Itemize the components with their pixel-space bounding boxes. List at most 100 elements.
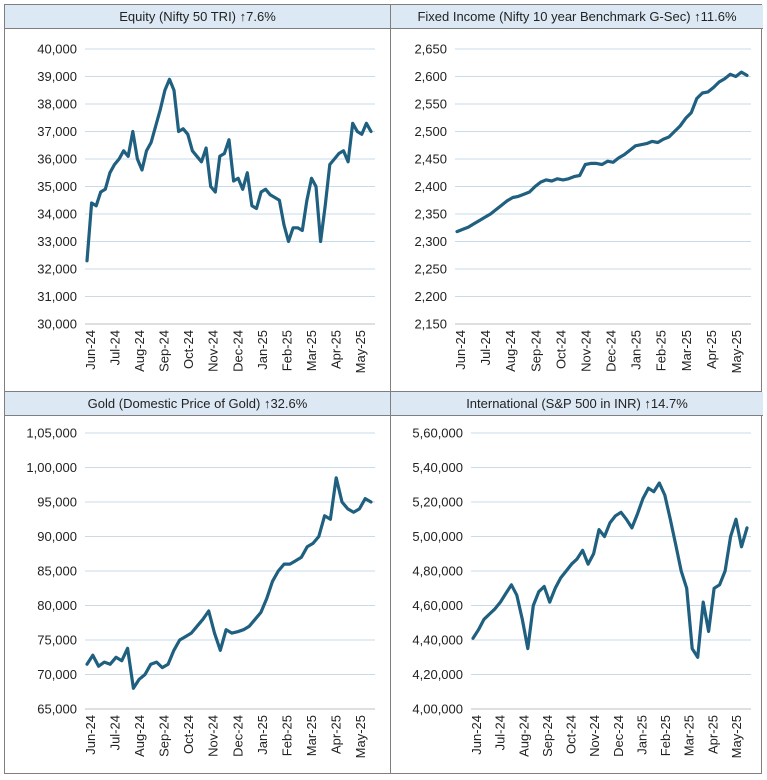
y-tick-label: 39,000: [37, 69, 77, 84]
y-tick-label: 2,450: [414, 152, 447, 167]
y-tick-label: 40,000: [37, 42, 77, 57]
x-tick-label: Jul-24: [478, 330, 493, 365]
x-tick-label: Oct-24: [553, 330, 568, 369]
series-line: [85, 77, 373, 263]
x-tick-label: May-25: [729, 330, 744, 373]
x-tick-label: May-25: [353, 715, 368, 758]
y-tick-label: 5,20,000: [412, 495, 463, 510]
y-tick-label: 34,000: [37, 207, 77, 222]
x-tick-label: Nov-24: [587, 715, 602, 757]
y-tick-label: 85,000: [37, 564, 77, 579]
x-tick-label: Nov-24: [206, 715, 221, 757]
series-line: [85, 476, 373, 690]
x-tick-label: Mar-25: [679, 330, 694, 371]
x-tick-label: Jan-25: [255, 330, 270, 370]
x-tick-label: Jul-24: [108, 330, 123, 365]
x-tick-label: Jul-24: [493, 715, 508, 750]
y-tick-label: 80,000: [37, 598, 77, 613]
x-tick-label: Sep-24: [157, 715, 172, 757]
y-tick-label: 2,300: [414, 234, 447, 249]
y-tick-label: 90,000: [37, 529, 77, 544]
international-chart-panel: International (S&P 500 in INR) ↑14.7% 4,…: [391, 392, 763, 775]
y-tick-label: 75,000: [37, 633, 77, 648]
y-tick-label: 36,000: [37, 152, 77, 167]
x-tick-label: Mar-25: [682, 715, 697, 756]
x-tick-label: Sep-24: [157, 330, 172, 372]
y-tick-label: 5,00,000: [412, 529, 463, 544]
y-tick-label: 95,000: [37, 495, 77, 510]
x-tick-label: Aug-24: [503, 330, 518, 372]
x-tick-label: Jun-24: [453, 330, 468, 370]
x-tick-label: Apr-25: [704, 330, 719, 369]
x-tick-label: Jan-25: [255, 715, 270, 755]
x-tick-label: Feb-25: [279, 715, 294, 756]
x-tick-label: Aug-24: [132, 330, 147, 372]
y-tick-label: 38,000: [37, 97, 77, 112]
x-tick-label: Oct-24: [181, 715, 196, 754]
x-tick-label: Jun-24: [83, 715, 98, 755]
y-tick-label: 2,150: [414, 317, 447, 332]
x-tick-label: Feb-25: [279, 330, 294, 371]
horizontal-divider: [5, 391, 761, 392]
equity-chart: 30,000 31,000 32,000 33,000 34,000 35,000 36,0…: [37, 42, 375, 373]
fixed-income-chart-panel: Fixed Income (Nifty 10 year Benchmark G-…: [391, 5, 763, 391]
y-tick-label: 70,000: [37, 667, 77, 682]
y-tick-label: 31,000: [37, 289, 77, 304]
x-tick-label: Dec-24: [611, 715, 626, 757]
international-chart-title: International (S&P 500 in INR) ↑14.7%: [391, 392, 763, 416]
x-tick-label: Nov-24: [578, 330, 593, 372]
x-tick-label: Oct-24: [181, 330, 196, 369]
x-tick-label: Sep-24: [528, 330, 543, 372]
y-tick-label: 32,000: [37, 262, 77, 277]
y-tick-label: 37,000: [37, 124, 77, 139]
equity-chart-title: Equity (Nifty 50 TRI) ↑7.6%: [5, 5, 390, 29]
y-tick-label: 1,05,000: [26, 426, 77, 441]
x-tick-label: Aug-24: [132, 715, 147, 757]
x-tick-label: Apr-25: [705, 715, 720, 754]
x-tick-label: Jul-24: [108, 715, 123, 750]
x-tick-label: Sep-24: [540, 715, 555, 757]
x-tick-label: Dec-24: [230, 330, 245, 372]
y-tick-label: 2,400: [414, 179, 447, 194]
equity-chart-panel: Equity (Nifty 50 TRI) ↑7.6% 30,000 31,000…: [5, 5, 390, 391]
x-tick-label: Feb-25: [654, 330, 669, 371]
x-tick-label: Feb-25: [658, 715, 673, 756]
y-tick-label: 4,00,000: [412, 702, 463, 717]
y-tick-label: 4,40,000: [412, 633, 463, 648]
series-line: [471, 481, 749, 659]
y-tick-label: 4,20,000: [412, 667, 463, 682]
y-tick-label: 2,550: [414, 97, 447, 112]
y-tick-label: 35,000: [37, 179, 77, 194]
international-chart: 4,00,000 4,20,000 4,40,000 4,60,000 4,80,000…: [412, 426, 751, 758]
x-tick-label: Dec-24: [604, 330, 619, 372]
x-tick-label: Jun-24: [469, 715, 484, 755]
gold-chart-panel: Gold (Domestic Price of Gold) ↑32.6% 65,…: [5, 392, 390, 775]
y-tick-label: 4,80,000: [412, 564, 463, 579]
x-tick-label: Aug-24: [516, 715, 531, 757]
series-line: [455, 70, 749, 234]
x-tick-label: Apr-25: [328, 330, 343, 369]
x-tick-label: Oct-24: [564, 715, 579, 754]
y-tick-label: 1,00,000: [26, 460, 77, 475]
x-tick-label: May-25: [353, 330, 368, 373]
charts-grid: Equity (Nifty 50 TRI) ↑7.6% 30,000 31,000…: [4, 4, 763, 775]
y-tick-label: 30,000: [37, 317, 77, 332]
x-tick-label: Jan-25: [629, 330, 644, 370]
fixed-income-chart: 2,150 2,200 2,250 2,300 2,350 2,400 2,450 2,500…: [414, 42, 751, 373]
gold-chart-title: Gold (Domestic Price of Gold) ↑32.6%: [5, 392, 390, 416]
y-tick-label: 33,000: [37, 234, 77, 249]
y-tick-label: 5,60,000: [412, 426, 463, 441]
y-tick-label: 2,600: [414, 69, 447, 84]
y-tick-label: 2,200: [414, 289, 447, 304]
fixed-income-chart-title: Fixed Income (Nifty 10 year Benchmark G-…: [391, 5, 763, 29]
x-tick-label: Mar-25: [304, 715, 319, 756]
gold-chart: 65,000 70,000 75,000 80,000 85,000 90,000 95,0…: [26, 426, 375, 758]
y-tick-label: 2,650: [414, 42, 447, 57]
y-tick-label: 2,350: [414, 207, 447, 222]
x-tick-label: Jun-24: [83, 330, 98, 370]
x-tick-label: May-25: [729, 715, 744, 758]
x-tick-label: Apr-25: [328, 715, 343, 754]
x-tick-label: Jan-25: [634, 715, 649, 755]
y-tick-label: 65,000: [37, 702, 77, 717]
x-tick-label: Nov-24: [206, 330, 221, 372]
